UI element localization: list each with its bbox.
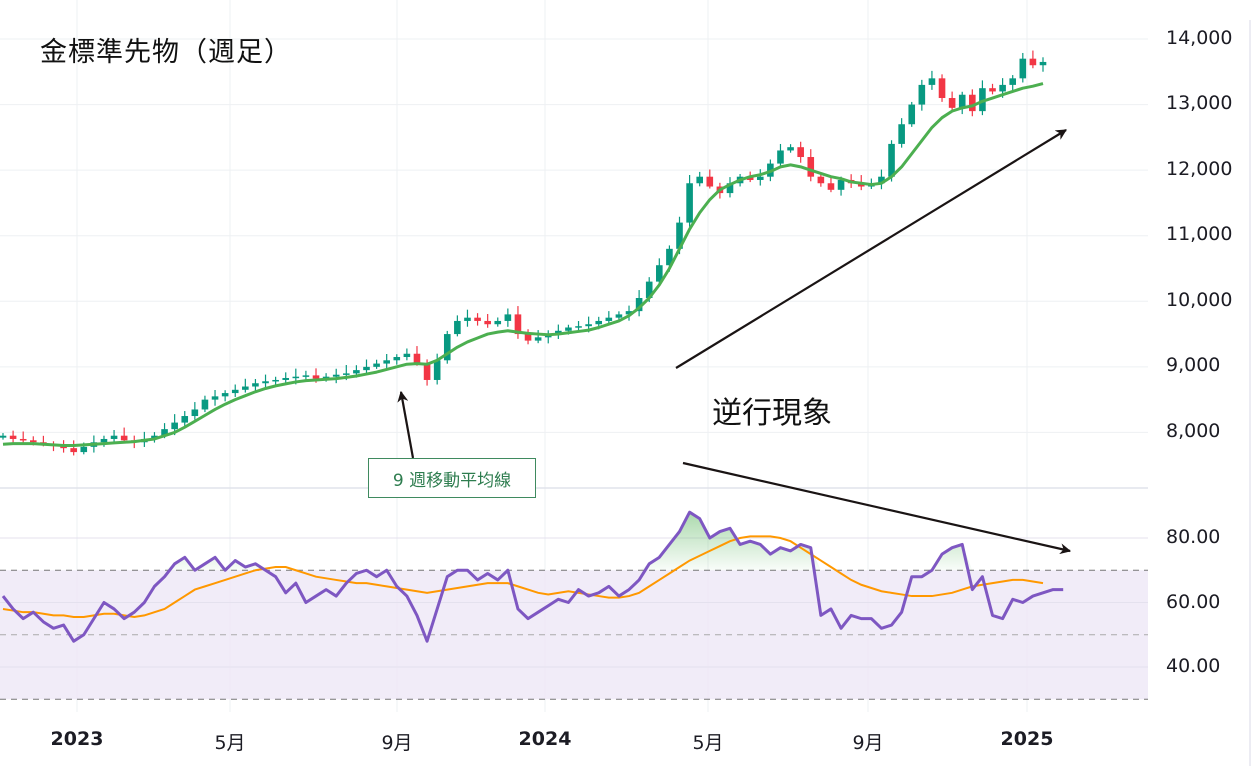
price-tick: 11,000	[1166, 223, 1233, 245]
time-tick-2024: 2024	[518, 728, 572, 750]
price-tick: 9,000	[1166, 354, 1221, 376]
chart-title: 金標準先物（週足）	[40, 37, 292, 68]
downtrend-arrow	[682, 461, 1072, 555]
ma-pointer-arrow	[397, 390, 415, 459]
rsi-tick: 40.00	[1166, 655, 1221, 677]
time-tick-2023: 2023	[50, 728, 104, 750]
time-tick-may-2023: 5月	[214, 732, 246, 754]
rsi-tick: 80.00	[1166, 526, 1221, 548]
divergence-label: 逆行現象	[712, 396, 832, 431]
rsi-lines	[1, 510, 1064, 643]
price-tick: 8,000	[1166, 420, 1221, 442]
time-tick-2025: 2025	[1000, 728, 1054, 750]
uptrend-arrow	[675, 129, 1067, 369]
price-tick: 13,000	[1166, 92, 1233, 114]
candlestick-series	[0, 50, 1047, 456]
time-tick-may-2024: 5月	[692, 732, 724, 754]
ma9-line	[2, 82, 1044, 448]
price-tick: 14,000	[1166, 27, 1233, 49]
rsi-band	[0, 537, 1148, 700]
rsi-tick: 60.00	[1166, 591, 1221, 613]
price-tick: 12,000	[1166, 158, 1233, 180]
time-tick-sep-2024: 9月	[852, 732, 884, 754]
price-tick: 10,000	[1166, 289, 1233, 311]
time-tick-sep-2023: 9月	[381, 732, 413, 754]
ma-label-box: 9 週移動平均線	[368, 458, 536, 498]
